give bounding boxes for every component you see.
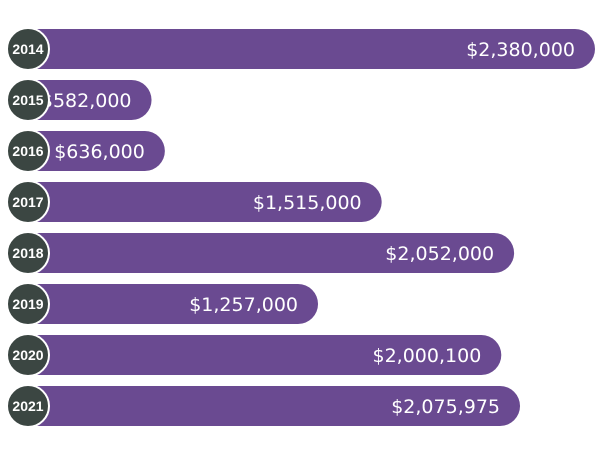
year-label-2015: 2015: [12, 92, 43, 108]
bar-row-2016: $636,000 2016: [6, 129, 165, 173]
year-badge-2014: [6, 27, 50, 71]
bar-row-2014: $2,380,000 2014: [6, 27, 595, 71]
bar-2020: [8, 335, 502, 375]
year-badge-2015: [6, 78, 50, 122]
bar-row-2021: $2,075,975 2021: [6, 384, 521, 428]
bar-2021: [8, 386, 521, 426]
year-badge-2016: [6, 129, 50, 173]
value-label-2016: $636,000: [54, 141, 145, 163]
year-label-2020: 2020: [12, 347, 43, 363]
year-label-2014: 2014: [12, 41, 43, 57]
value-label-2019: $1,257,000: [189, 294, 298, 316]
bar-2017: [8, 182, 382, 222]
value-label-2018: $2,052,000: [385, 243, 494, 265]
year-label-2021: 2021: [12, 398, 43, 414]
year-badge-2017: [6, 180, 50, 224]
bar-row-2018: $2,052,000 2018: [6, 231, 515, 275]
year-label-2019: 2019: [12, 296, 43, 312]
bar-2014: [8, 29, 595, 69]
bar-2018: [8, 233, 515, 273]
year-badge-2020: [6, 333, 50, 377]
year-label-2018: 2018: [12, 245, 43, 261]
year-badge-2021: [6, 384, 50, 428]
bar-row-2020: $2,000,100 2020: [6, 333, 502, 377]
bar-row-2019: $1,257,000 2019: [6, 282, 319, 326]
bar-row-2017: $1,515,000 2017: [6, 180, 382, 224]
year-badge-2019: [6, 282, 50, 326]
year-label-2017: 2017: [12, 194, 43, 210]
year-label-2016: 2016: [12, 143, 43, 159]
year-badge-2018: [6, 231, 50, 275]
value-label-2017: $1,515,000: [253, 192, 362, 214]
bar-2019: [8, 284, 319, 324]
value-label-2014: $2,380,000: [466, 39, 575, 61]
value-label-2015: $582,000: [41, 90, 132, 112]
value-label-2020: $2,000,100: [373, 345, 482, 367]
value-label-2021: $2,075,975: [391, 396, 500, 418]
